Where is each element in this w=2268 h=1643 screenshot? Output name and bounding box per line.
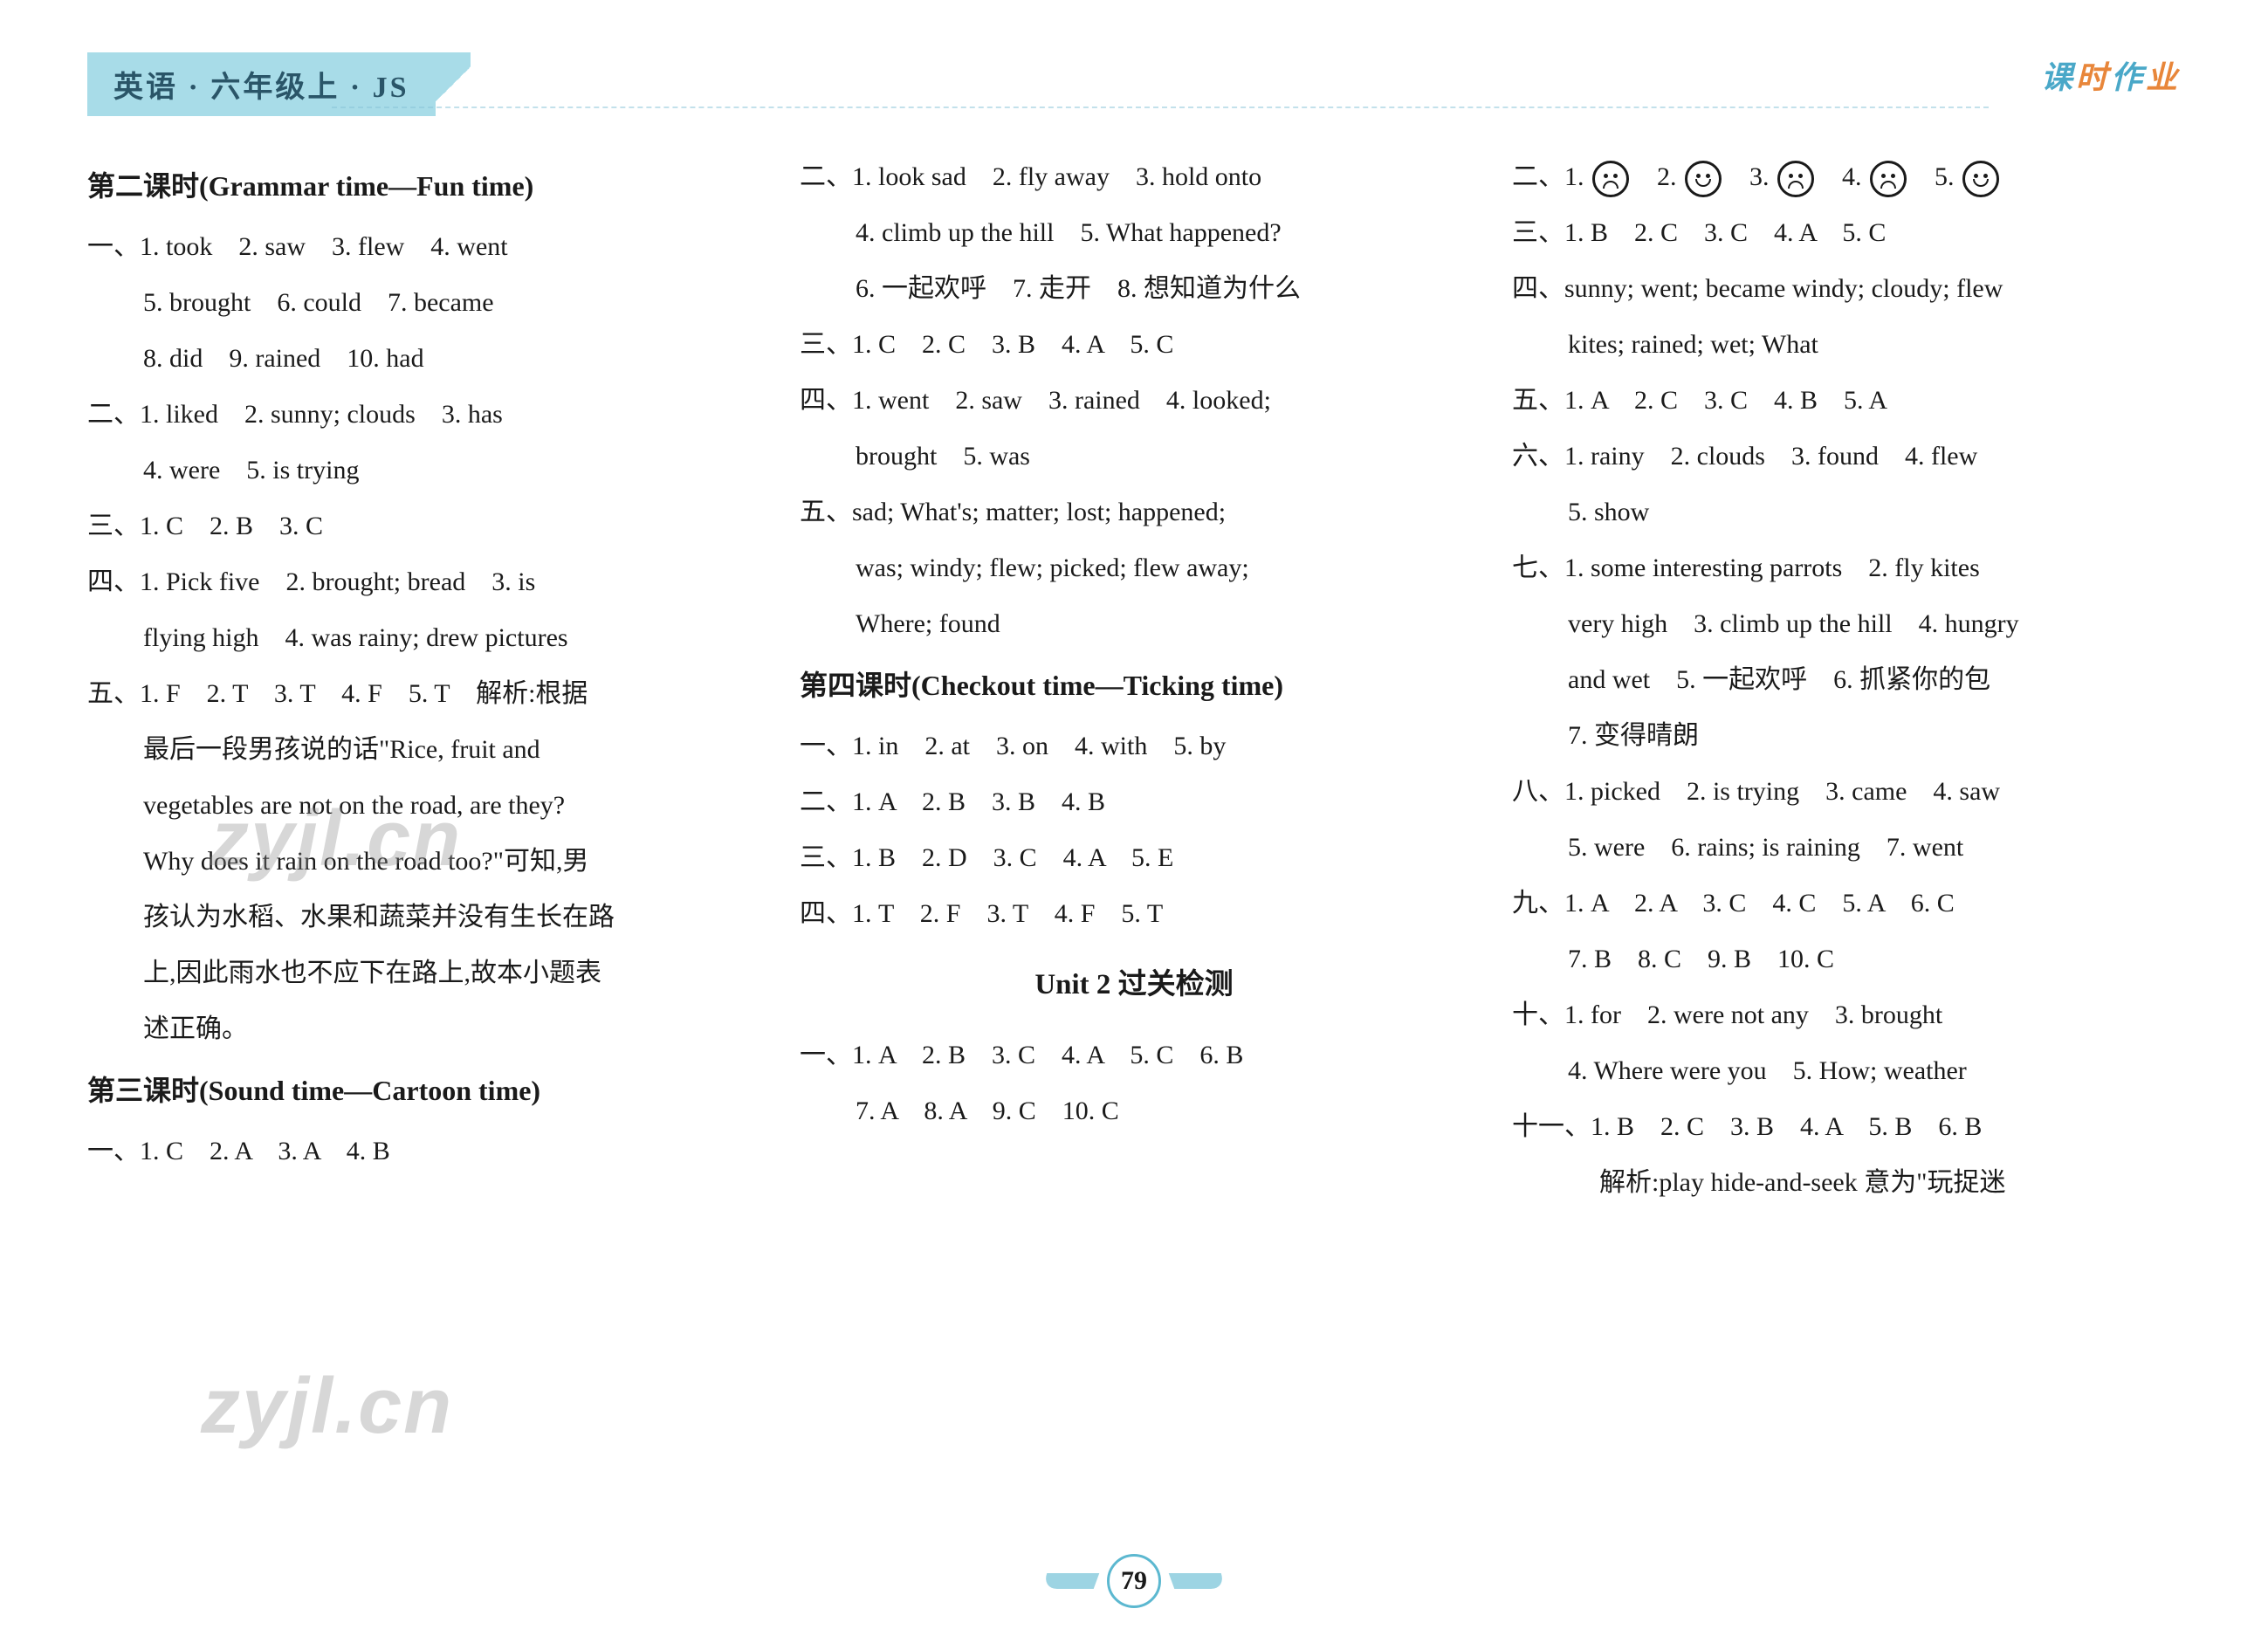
page-number-container: 79 [1044,1554,1224,1608]
section-title: 第二课时(Grammar time—Fun time) [87,158,756,214]
answer-line: 四、sunny; went; became windy; cloudy; fle… [1512,263,2181,315]
answer-line: 7. A 8. A 9. C 10. C [800,1085,1468,1138]
sad-face-icon [1777,161,1814,197]
section-title: 第四课时(Checkout time—Ticking time) [800,657,1468,713]
faces-line: 二、1. 2. 3. 4. 5. [1512,151,2181,203]
happy-face-icon [1962,161,1999,197]
unit-title: Unit 2 过关检测 [800,956,1468,1014]
header-char-2: 时 [2076,60,2111,95]
answer-line: 7. B 8. C 9. B 10. C [1512,933,2181,986]
answer-line: 孩认为水稻、水果和蔬菜并没有生长在路 [87,891,756,944]
answer-line: 十、1. for 2. were not any 3. brought [1512,989,2181,1041]
answer-line: Why does it rain on the road too?"可知,男 [87,835,756,888]
answer-line: 五、1. F 2. T 3. T 4. F 5. T 解析:根据 [87,668,756,720]
answer-line: 7. 变得晴朗 [1512,710,2181,762]
header-right-title: 课时作业 [2041,52,2181,98]
answer-line: 十一、1. B 2. C 3. B 4. A 5. B 6. B [1512,1101,2181,1153]
column-3: 二、1. 2. 3. 4. 5. 三、1. B 2. C 3. C 4. A 5… [1512,151,2181,1213]
answer-line: 二、1. liked 2. sunny; clouds 3. has [87,388,756,441]
answer-line: brought 5. was [800,430,1468,483]
answer-line: vegetables are not on the road, are they… [87,780,756,832]
answer-line: 一、1. A 2. B 3. C 4. A 5. C 6. B [800,1029,1468,1082]
answer-line: 最后一段男孩说的话"Rice, fruit and [87,724,756,776]
answer-line: 述正确。 [87,1003,756,1055]
answer-line: and wet 5. 一起欢呼 6. 抓紧你的包 [1512,654,2181,706]
answer-line: 四、1. went 2. saw 3. rained 4. looked; [800,375,1468,427]
answer-line: 三、1. B 2. C 3. C 4. A 5. C [1512,207,2181,259]
answer-line: 五、sad; What's; matter; lost; happened; [800,486,1468,539]
happy-face-icon [1685,161,1722,197]
answer-line: 四、1. Pick five 2. brought; bread 3. is [87,556,756,608]
face-number: 2. [1657,162,1683,191]
answer-line: kites; rained; wet; What [1512,319,2181,371]
answer-line: 三、1. B 2. D 3. C 4. A 5. E [800,832,1468,884]
answer-line: Where; found [800,598,1468,650]
answer-line: 一、1. in 2. at 3. on 4. with 5. by [800,720,1468,773]
header-char-3: 作 [2111,60,2146,95]
answer-line: 五、1. A 2. C 3. C 4. B 5. A [1512,375,2181,427]
section-title: 第三课时(Sound time—Cartoon time) [87,1062,756,1118]
answer-line: 三、1. C 2. C 3. B 4. A 5. C [800,319,1468,371]
answer-line: 4. Where were you 5. How; weather [1512,1045,2181,1097]
answer-line: 6. 一起欢呼 7. 走开 8. 想知道为什么 [800,263,1468,315]
face-number: 3. [1749,162,1776,191]
face-number: 5. [1935,162,1961,191]
answer-line: flying high 4. was rainy; drew pictures [87,612,756,664]
answer-line: 六、1. rainy 2. clouds 3. found 4. flew [1512,430,2181,483]
answer-line: 四、1. T 2. F 3. T 4. F 5. T [800,888,1468,940]
answer-line: 5. brought 6. could 7. became [87,277,756,329]
main-content: 第二课时(Grammar time—Fun time) 一、1. took 2. … [87,151,2181,1213]
face-number: 1. [1564,162,1591,191]
header-divider [332,107,1989,108]
answer-line: 5. were 6. rains; is raining 7. went [1512,822,2181,874]
answer-line: 5. show [1512,486,2181,539]
answer-line: 二、1. look sad 2. fly away 3. hold onto [800,151,1468,203]
answer-line: 三、1. C 2. B 3. C [87,500,756,553]
answer-line: 二、1. A 2. B 3. B 4. B [800,776,1468,828]
page-number: 79 [1107,1554,1161,1608]
answer-line: was; windy; flew; picked; flew away; [800,542,1468,595]
column-1: 第二课时(Grammar time—Fun time) 一、1. took 2. … [87,151,756,1213]
sad-face-icon [1592,161,1629,197]
answer-line: 一、1. C 2. A 3. A 4. B [87,1125,756,1178]
answer-line: 解析:play hide-and-seek 意为"玩捉迷 [1512,1157,2181,1209]
answer-line: 一、1. took 2. saw 3. flew 4. went [87,221,756,273]
line-prefix: 二、 [1512,162,1564,191]
sad-face-icon [1870,161,1907,197]
answer-line: 七、1. some interesting parrots 2. fly kit… [1512,542,2181,595]
header-char-1: 课 [2041,60,2076,95]
answer-line: 上,因此雨水也不应下在路上,故本小题表 [87,947,756,1000]
answer-line: 4. were 5. is trying [87,444,756,497]
watermark: zyjl.cn [201,1362,453,1452]
page-wing-right [1169,1573,1227,1589]
header-char-4: 业 [2146,60,2181,95]
answer-line: 八、1. picked 2. is trying 3. came 4. saw [1512,766,2181,818]
column-2: 二、1. look sad 2. fly away 3. hold onto4.… [800,151,1468,1213]
face-number: 4. [1842,162,1868,191]
page-wing-left [1041,1573,1100,1589]
answer-line: very high 3. climb up the hill 4. hungry [1512,598,2181,650]
answer-line: 九、1. A 2. A 3. C 4. C 5. A 6. C [1512,877,2181,930]
answer-line: 4. climb up the hill 5. What happened? [800,207,1468,259]
answer-line: 8. did 9. rained 10. had [87,333,756,385]
